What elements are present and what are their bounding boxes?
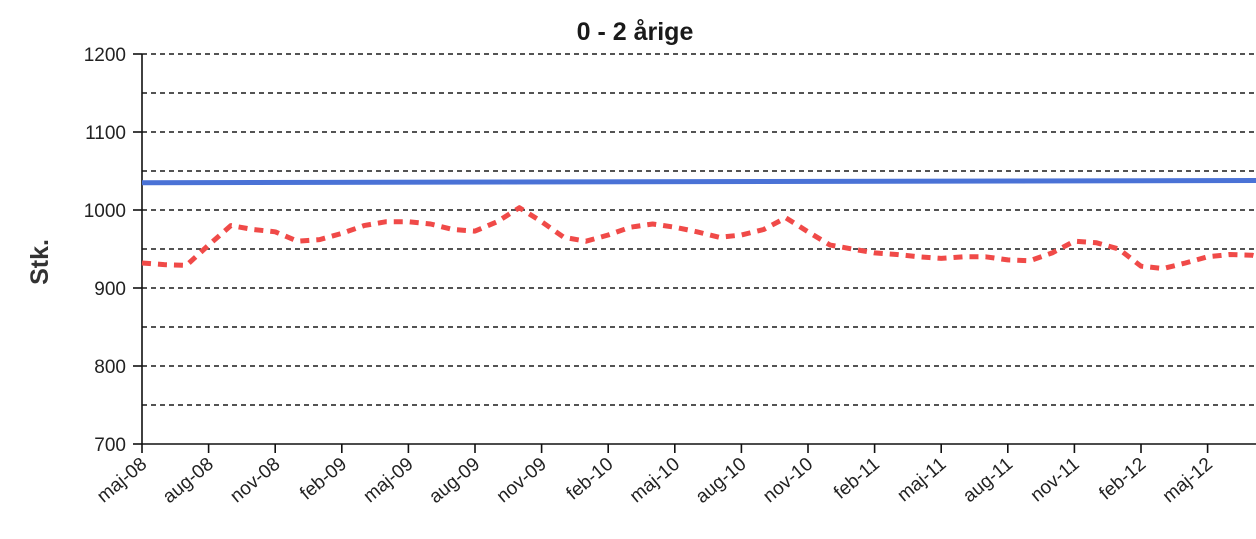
x-tick-label: maj-08 (93, 454, 151, 507)
x-tick-label: maj-11 (894, 454, 951, 507)
x-tick-label: maj-12 (1159, 454, 1217, 507)
x-tick-label: feb-11 (830, 454, 884, 504)
gridlines (142, 53, 1256, 406)
x-tick-label: feb-09 (296, 454, 351, 505)
x-tick-label: aug-11 (959, 454, 1017, 507)
series-line-red-dashed (141, 205, 1256, 271)
x-tick-label: nov-08 (226, 454, 284, 507)
x-tick-labels: maj-08 aug-08 nov-08 feb-09 maj-09 aug-09 nov-… (93, 454, 1217, 508)
y-axis-label: Stk. (26, 239, 54, 285)
y-tick-label: 1200 (84, 45, 126, 66)
x-tick-label: nov-10 (759, 454, 817, 507)
y-tick-label: 700 (94, 435, 126, 456)
x-tick-label: aug-08 (159, 454, 218, 508)
x-tick-label: aug-09 (425, 454, 484, 508)
y-tick-label: 1100 (85, 123, 126, 144)
x-tick-label: maj-09 (360, 454, 418, 507)
x-tick-label: nov-11 (1027, 454, 1084, 507)
y-tick-labels: 700 800 900 1000 1100 1200 (84, 45, 126, 456)
y-tick-label: 800 (94, 357, 126, 378)
series-line-blue-solid (141, 177, 1256, 186)
x-tick-label: feb-10 (563, 454, 618, 505)
x-tick-label: nov-09 (493, 454, 551, 507)
x-tick-label: aug-10 (692, 454, 751, 508)
chart-title: 0 - 2 årige (577, 18, 694, 46)
axes (133, 53, 1256, 453)
x-tick-label: feb-12 (1095, 454, 1150, 505)
y-tick-label: 900 (94, 279, 126, 300)
series (141, 177, 1256, 271)
x-tick-label: maj-10 (626, 454, 684, 507)
y-tick-label: 1000 (84, 201, 126, 222)
